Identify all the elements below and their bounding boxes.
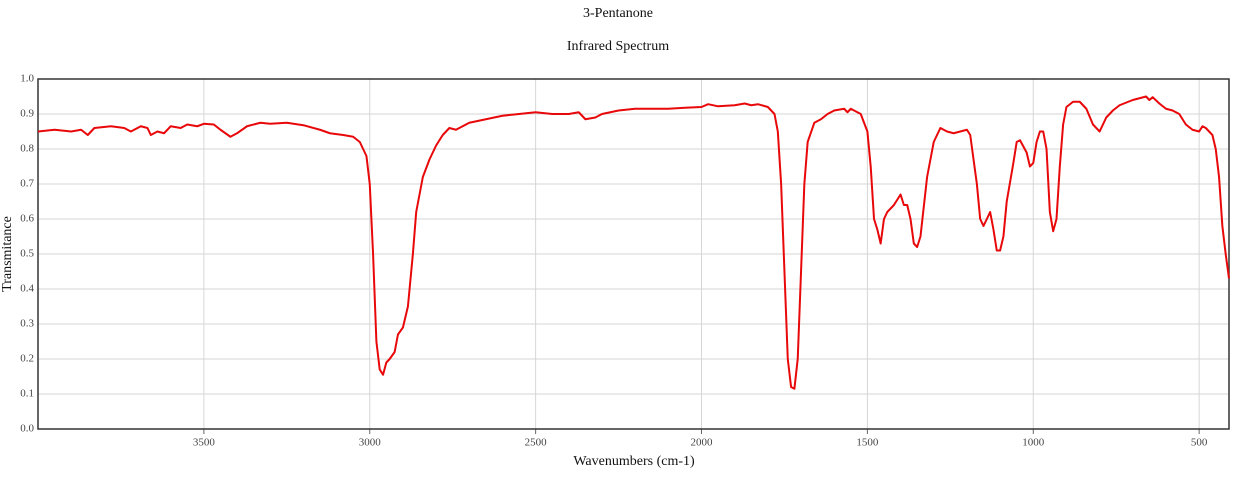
chart-title: 3-Pentanone	[583, 6, 653, 21]
x-tick-label: 2500	[525, 437, 548, 449]
y-axis-label: Transmitance	[0, 216, 15, 292]
y-tick-label: 1.0	[20, 73, 34, 85]
y-tick-label: 0.8	[20, 143, 34, 155]
x-axis-label: Wavenumbers (cm-1)	[573, 454, 695, 469]
plot-frame	[37, 78, 1230, 430]
x-tick-label: 1500	[856, 437, 879, 449]
y-tick-label: 0.0	[20, 423, 34, 435]
x-tick-label: 2000	[691, 437, 714, 449]
y-tick-label: 0.1	[20, 388, 34, 400]
chart-subtitle: Infrared Spectrum	[567, 39, 669, 54]
spectrum-line	[37, 95, 1230, 390]
x-tick-label: 3500	[193, 437, 216, 449]
y-tick-label: 0.5	[20, 248, 34, 260]
x-tick-label: 500	[1191, 437, 1208, 449]
y-tick-label: 0.6	[20, 213, 34, 225]
x-tick-label: 1000	[1022, 437, 1045, 449]
y-tick-label: 0.2	[20, 353, 34, 365]
y-tick-label: 0.9	[20, 108, 34, 120]
y-tick-label: 0.7	[20, 178, 34, 190]
y-tick-label: 0.3	[20, 318, 34, 330]
x-tick-label: 3000	[359, 437, 382, 449]
y-tick-label: 0.4	[20, 283, 34, 295]
